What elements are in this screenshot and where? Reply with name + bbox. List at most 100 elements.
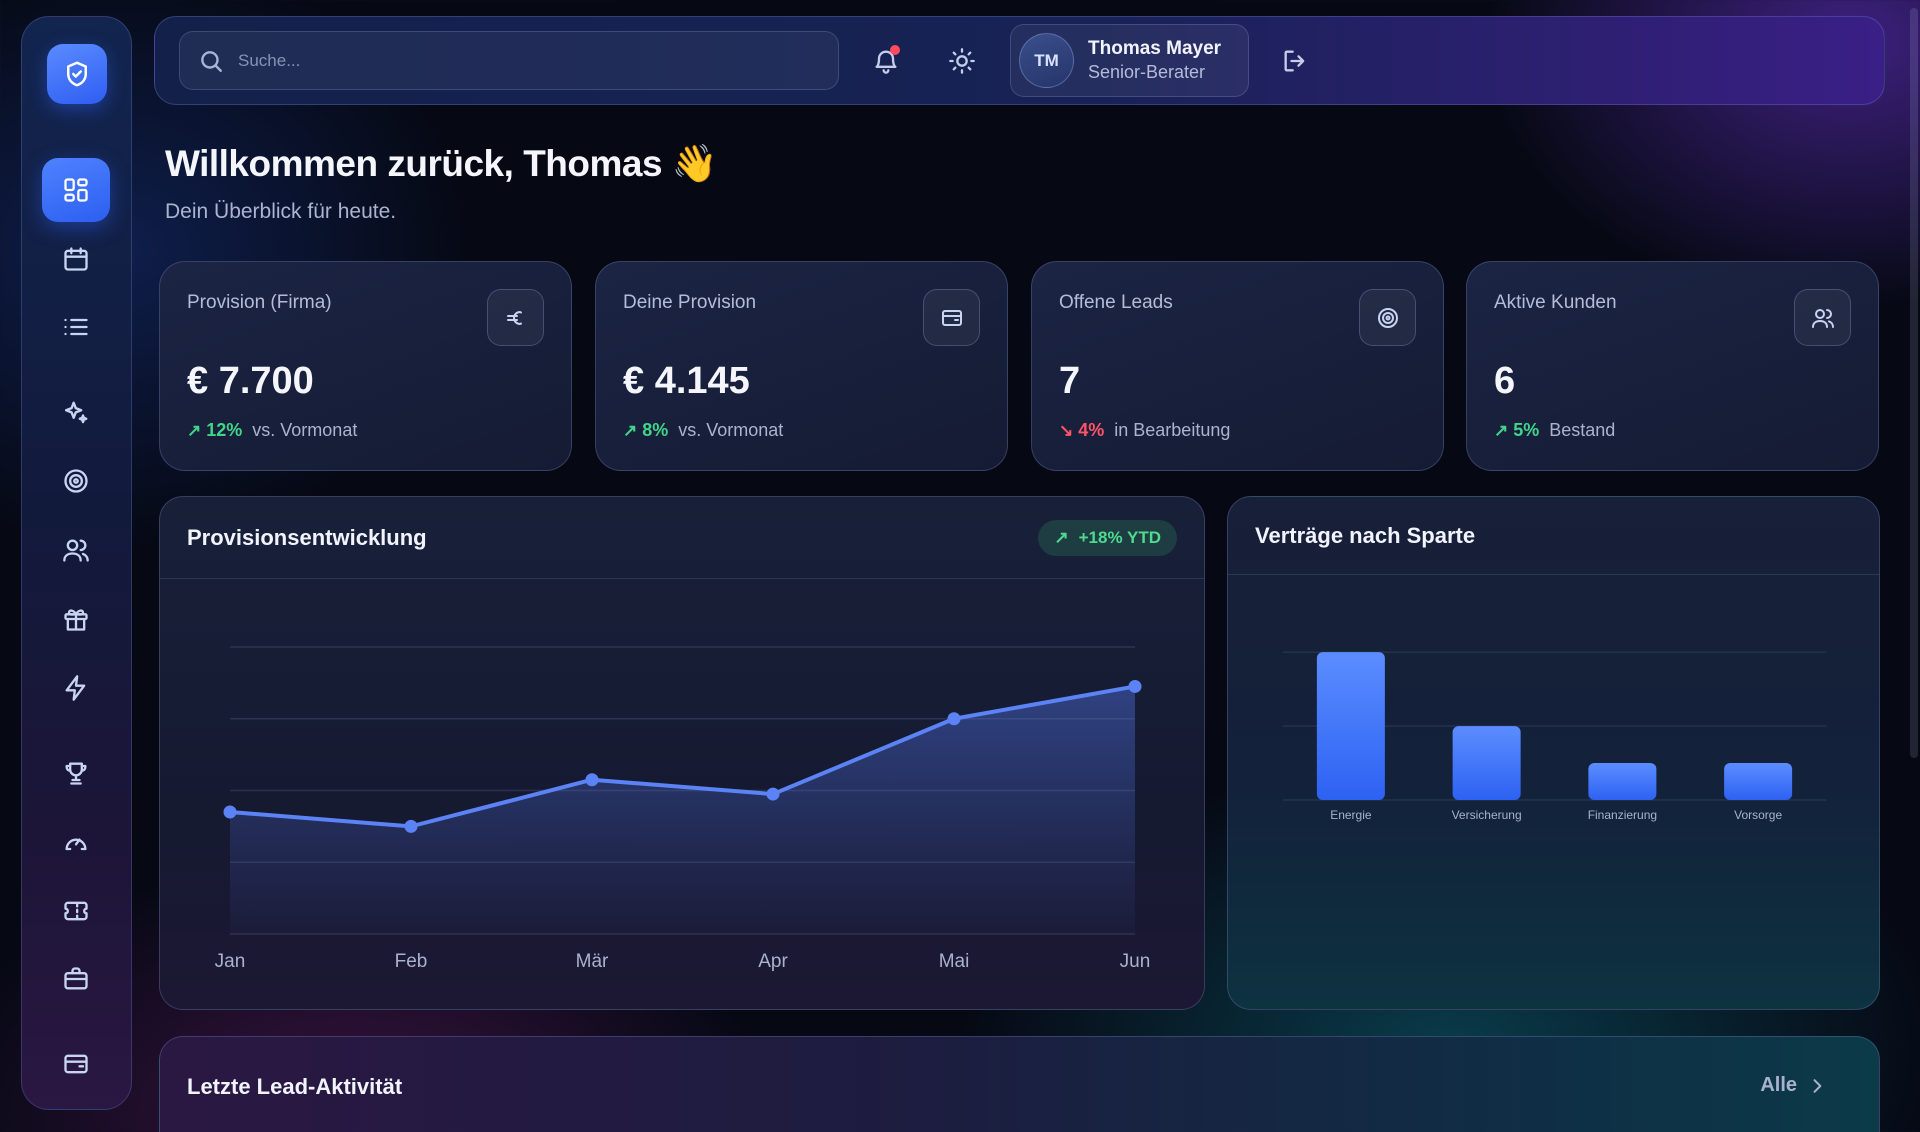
sparkles-icon	[64, 401, 88, 424]
wallet-icon	[64, 1054, 88, 1074]
data-point	[1128, 679, 1142, 693]
x-tick-label: Versicherung	[1452, 808, 1522, 822]
trend-percent: 8%	[642, 420, 669, 440]
stat-card-company-commission[interactable]: Provision (Firma) € 7.700 ↗ 12% vs. Vorm…	[159, 261, 572, 471]
x-tick-label: Jun	[1120, 951, 1151, 972]
ytd-badge-label: +18% YTD	[1078, 528, 1161, 547]
page-subtitle: Dein Überblick für heute.	[165, 200, 397, 223]
euro-icon	[487, 289, 544, 346]
sidebar-item-performance[interactable]	[42, 810, 110, 874]
view-all-link[interactable]: Alle	[1760, 1074, 1827, 1097]
trend-up-icon: ↗	[1494, 420, 1509, 440]
sidebar-item-list[interactable]	[42, 295, 110, 359]
stat-value: 6	[1494, 360, 1516, 402]
sidebar-item-dashboard[interactable]	[42, 158, 110, 222]
gauge-icon	[65, 838, 87, 851]
x-tick-label: Apr	[758, 951, 788, 972]
x-tick-label: Feb	[395, 951, 428, 972]
trend-up-icon: ↗	[187, 420, 202, 440]
sidebar-item-portfolio[interactable]	[42, 947, 110, 1011]
trend-percent: 5%	[1513, 420, 1540, 440]
search-icon	[201, 50, 222, 72]
panel-title: Provisionsentwicklung	[187, 525, 427, 550]
stat-card-open-leads[interactable]: Offene Leads 7 ↘ 4% in Bearbeitung	[1031, 261, 1444, 471]
stat-trend: ↗ 8% vs. Vormonat	[623, 420, 783, 441]
briefcase-icon	[64, 967, 88, 990]
x-tick-label: Vorsorge	[1734, 808, 1782, 822]
stat-value: 7	[1059, 360, 1081, 402]
shield-logo-icon[interactable]	[47, 44, 107, 104]
sidebar	[21, 16, 132, 1110]
x-tick-label: Mai	[939, 951, 970, 972]
x-tick-label: Jan	[215, 951, 246, 972]
commission-line-chart: Jan Feb Mär Apr Mai Jun	[215, 646, 1151, 972]
x-tick-label: Finanzierung	[1588, 808, 1657, 822]
sidebar-item-customers[interactable]	[42, 518, 110, 582]
logout-button[interactable]	[1273, 39, 1317, 83]
data-point	[223, 805, 237, 819]
data-point	[404, 819, 418, 833]
bar	[1588, 763, 1657, 800]
user-role: Senior-Berater	[1088, 62, 1206, 82]
topbar: TM Thomas Mayer Senior-Berater	[154, 16, 1885, 105]
gift-icon	[64, 609, 88, 631]
notification-dot	[890, 45, 900, 55]
series-line	[228, 684, 1137, 829]
data-point	[585, 773, 599, 787]
calendar-icon	[64, 247, 88, 271]
search-bar[interactable]	[179, 31, 839, 90]
sidebar-item-ai[interactable]	[42, 380, 110, 444]
page-title: Willkommen zurück, Thomas 👋	[165, 143, 718, 184]
commission-chart-panel: Provisionsentwicklung ↗ +18% YTD Jan Feb M…	[159, 496, 1205, 1010]
bar	[1724, 763, 1793, 800]
trend-percent: 12%	[206, 420, 243, 440]
stat-card-active-customers[interactable]: Aktive Kunden 6 ↗ 5% Bestand	[1466, 261, 1879, 471]
trend-note: in Bearbeitung	[1114, 420, 1231, 440]
target-icon	[64, 469, 88, 493]
stat-trend: ↗ 12% vs. Vormonat	[187, 420, 357, 441]
user-menu[interactable]: TM Thomas Mayer Senior-Berater	[1010, 24, 1249, 97]
ytd-badge: ↗ +18% YTD	[1038, 520, 1177, 556]
stat-value: € 7.700	[187, 360, 314, 402]
x-tick-label: Mär	[576, 951, 609, 972]
ticket-icon	[64, 901, 88, 921]
sidebar-item-rewards[interactable]	[42, 587, 110, 651]
panel-header: Provisionsentwicklung ↗ +18% YTD	[160, 497, 1204, 579]
sidebar-item-ranking[interactable]	[42, 741, 110, 805]
logout-icon	[1284, 50, 1305, 72]
sidebar-item-wallet[interactable]	[42, 1032, 110, 1096]
sidebar-item-actions[interactable]	[42, 656, 110, 720]
area-fill	[230, 686, 1135, 934]
data-point	[947, 712, 961, 726]
users-icon	[63, 539, 89, 562]
trend-percent: 4%	[1078, 420, 1105, 440]
lead-activity-panel: Letzte Lead-Aktivität Alle	[159, 1036, 1880, 1132]
stat-label: Aktive Kunden	[1494, 292, 1617, 313]
trend-note: Bestand	[1549, 420, 1616, 440]
trend-up-icon: ↗	[623, 420, 638, 440]
stat-card-own-commission[interactable]: Deine Provision € 4.145 ↗ 8% vs. Vormona…	[595, 261, 1008, 471]
stat-label: Offene Leads	[1059, 292, 1173, 313]
sidebar-item-leads[interactable]	[42, 449, 110, 513]
chevron-right-icon	[1813, 1078, 1822, 1093]
stat-label: Deine Provision	[623, 292, 757, 313]
dashboard-icon	[64, 178, 88, 202]
sun-icon	[949, 48, 975, 74]
search-input[interactable]	[238, 50, 798, 71]
user-name: Thomas Mayer	[1088, 38, 1222, 59]
trend-note: vs. Vormonat	[678, 420, 784, 440]
notifications-button[interactable]	[864, 39, 908, 83]
bar	[1452, 726, 1521, 800]
theme-toggle-button[interactable]	[940, 39, 984, 83]
sidebar-item-calendar[interactable]	[42, 227, 110, 291]
view-all-label: Alle	[1760, 1074, 1797, 1096]
users-icon	[1794, 289, 1851, 346]
stat-value: € 4.145	[623, 360, 750, 402]
trend-down-icon: ↘	[1059, 420, 1074, 440]
trend-note: vs. Vormonat	[252, 420, 358, 440]
sidebar-item-tickets[interactable]	[42, 879, 110, 943]
panel-title: Verträge nach Sparte	[1255, 523, 1476, 548]
data-point	[766, 787, 780, 801]
contracts-bar-chart: Energie Versicherung Finanzierung Vorsorge	[1283, 651, 1826, 822]
page-scrollbar[interactable]	[1910, 8, 1918, 758]
